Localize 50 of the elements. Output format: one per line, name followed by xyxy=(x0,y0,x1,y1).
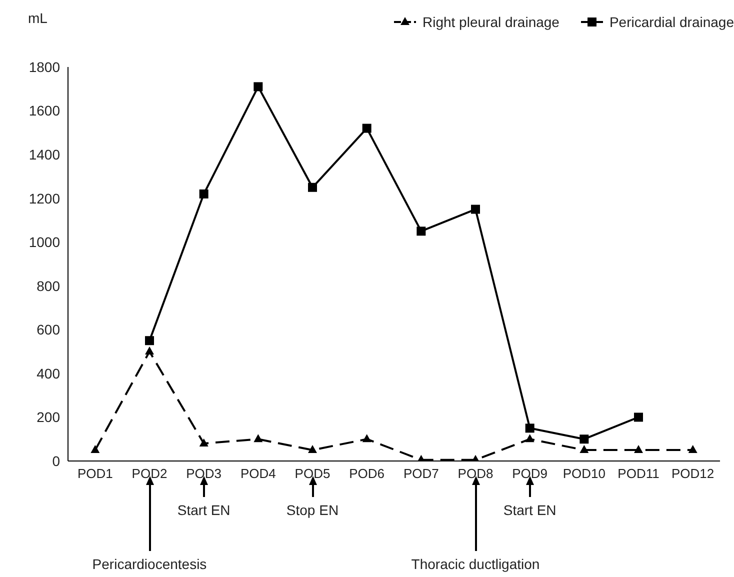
x-tick-label: POD3 xyxy=(186,466,222,482)
y-tick-label: 1400 xyxy=(28,146,60,163)
point xyxy=(362,124,372,133)
point xyxy=(199,438,208,446)
text: Thoracic ductligation xyxy=(410,556,541,572)
point xyxy=(580,434,589,444)
y-tick-label: 400 xyxy=(36,365,60,382)
x-tick-label: POD7 xyxy=(403,466,439,482)
text: Stop EN xyxy=(286,502,339,518)
point xyxy=(254,82,263,92)
x-tick-label: POD6 xyxy=(349,466,385,482)
point xyxy=(145,336,154,346)
point xyxy=(634,445,643,454)
x-tick-label: POD8 xyxy=(458,466,494,482)
y-tick-label: 800 xyxy=(36,278,60,294)
x-tick-label: POD1 xyxy=(77,466,113,482)
text: Start EN xyxy=(502,502,558,518)
point xyxy=(416,226,426,236)
point xyxy=(688,445,698,454)
x-tick-label: POD9 xyxy=(512,466,548,482)
point xyxy=(525,424,534,433)
legend-label: Right pleural drainage xyxy=(422,14,560,30)
point xyxy=(308,445,317,454)
point xyxy=(308,182,317,192)
y-tick-label: 600 xyxy=(36,322,60,338)
y-tick-label: 0 xyxy=(52,452,60,469)
x-tick-label: POD5 xyxy=(294,466,330,482)
x-tick-label: POD11 xyxy=(618,466,660,482)
y-tick-label: 1000 xyxy=(28,234,60,250)
x-tick-label: POD10 xyxy=(562,466,606,482)
point xyxy=(145,346,154,355)
point xyxy=(580,445,589,454)
point xyxy=(634,412,643,422)
point xyxy=(362,434,372,442)
point xyxy=(199,189,208,198)
legend-label: Pericardial drainage xyxy=(609,14,734,30)
y-tick-label: 200 xyxy=(36,409,60,426)
y-axis-title: mL xyxy=(28,10,48,26)
text: Pericardiocentesis xyxy=(91,556,208,572)
point xyxy=(90,445,100,454)
text: Start EN xyxy=(177,502,230,518)
point xyxy=(525,434,534,442)
x-tick-label: POD2 xyxy=(132,466,168,482)
y-tick-label: 1600 xyxy=(28,102,60,119)
point xyxy=(471,204,480,214)
y-tick-label: 1800 xyxy=(28,58,60,75)
point xyxy=(254,434,263,442)
y-tick-label: 1200 xyxy=(28,190,60,206)
x-tick-label: POD4 xyxy=(240,466,276,482)
x-tick-label: POD12 xyxy=(672,466,714,482)
